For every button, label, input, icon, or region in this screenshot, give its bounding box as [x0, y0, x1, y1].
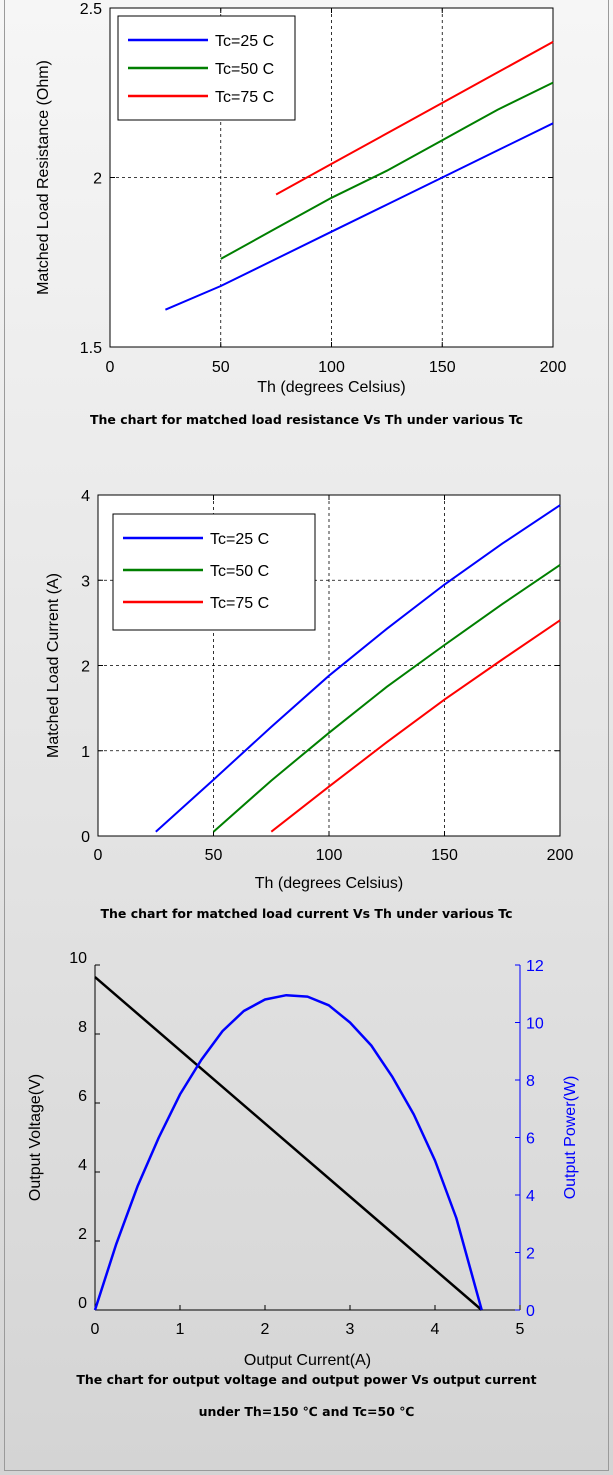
x-tick-label: 200 — [547, 847, 574, 864]
legend-label: Tc=75 C — [215, 89, 274, 106]
x-tick-label: 150 — [431, 847, 458, 864]
x-tick-label: 50 — [205, 847, 223, 864]
y2-tick-label: 8 — [526, 1073, 535, 1090]
y-tick-label: 0 — [78, 1295, 87, 1312]
legend-label: Tc=25 C — [210, 531, 269, 548]
x-tick-label: 2 — [261, 1321, 270, 1338]
series-line — [155, 504, 561, 833]
y-tick-label: 2 — [78, 1226, 87, 1243]
y-tick-label: 6 — [78, 1088, 87, 1105]
y-axis-label: Output Voltage(V) — [27, 1074, 44, 1201]
caption-output-1: The chart for output voltage and output … — [76, 1372, 537, 1387]
legend: Tc=25 C Tc=50 C Tc=75 C — [117, 15, 296, 121]
legend: Tc=25 C Tc=50 C Tc=75 C — [112, 513, 316, 631]
x-tick-label: 0 — [94, 847, 103, 864]
y-tick-label: 10 — [69, 950, 87, 967]
x-tick-label: 100 — [316, 847, 343, 864]
y2-tick-label: 0 — [526, 1303, 535, 1320]
y-tick-label: 1.5 — [80, 340, 102, 357]
series-line — [275, 41, 554, 196]
caption-resistance: The chart for matched load resistance Vs… — [89, 412, 524, 427]
y2-tick-label: 2 — [526, 1246, 535, 1263]
series-line — [212, 564, 561, 833]
legend-box — [112, 513, 316, 631]
figure-frame — [4, 0, 609, 1471]
series-line — [93, 993, 483, 1311]
x-tick-label: 150 — [429, 359, 456, 376]
y-tick-label: 3 — [81, 573, 90, 590]
y-tick-label: 4 — [81, 488, 90, 505]
series-line — [270, 619, 561, 833]
y-axis-label: Matched Load Current (A) — [45, 573, 62, 758]
y-tick-label: 2 — [93, 171, 102, 188]
y2-tick-label: 10 — [526, 1016, 544, 1033]
x-axis-label: Output Current(A) — [244, 1352, 371, 1369]
y-tick-label: 0 — [81, 829, 90, 846]
y-tick-label: 2 — [81, 659, 90, 676]
x-tick-label: 50 — [212, 359, 230, 376]
series-line — [220, 81, 554, 260]
x-tick-label: 4 — [431, 1321, 440, 1338]
x-tick-label: 0 — [91, 1321, 100, 1338]
x-tick-label: 0 — [106, 359, 115, 376]
x-axis-label: Th (degrees Celsius) — [255, 875, 404, 892]
y2-tick-label: 12 — [526, 958, 544, 975]
y-axis-label: Matched Load Resistance (Ohm) — [35, 60, 52, 295]
y2-axis-label: Output Power(W) — [562, 1076, 579, 1200]
caption-current: The chart for matched load current Vs Th… — [100, 906, 513, 921]
legend-label: Tc=75 C — [210, 595, 269, 612]
y2-tick-label: 4 — [526, 1188, 535, 1205]
y-tick-label: 8 — [78, 1019, 87, 1036]
caption-output-2: under Th=150 ℃ and Tc=50 ℃ — [198, 1404, 415, 1419]
y2-tick-label: 6 — [526, 1131, 535, 1148]
x-tick-label: 200 — [540, 359, 567, 376]
x-axis-label: Th (degrees Celsius) — [257, 379, 406, 396]
x-tick-label: 1 — [176, 1321, 185, 1338]
legend-label: Tc=25 C — [215, 33, 274, 50]
resistance-chart: 0 50 100 150 200 1.5 2 2.5 Tc=25 C Tc=50 C Tc=75 C… — [35, 1, 567, 396]
series-line — [165, 122, 554, 311]
y-tick-label: 2.5 — [80, 1, 102, 18]
x-tick-label: 3 — [346, 1321, 355, 1338]
series-line — [94, 976, 483, 1311]
y-tick-label: 1 — [81, 744, 90, 761]
current-chart: 0 50 100 150 200 0 1 2 3 4 Tc=25 C Tc=50 C Tc=75 C Th… — [45, 488, 574, 892]
x-tick-label: 5 — [516, 1321, 525, 1338]
y-tick-label: 4 — [78, 1157, 87, 1174]
x-tick-label: 100 — [318, 359, 345, 376]
legend-label: Tc=50 C — [210, 563, 269, 580]
legend-label: Tc=50 C — [215, 61, 274, 78]
